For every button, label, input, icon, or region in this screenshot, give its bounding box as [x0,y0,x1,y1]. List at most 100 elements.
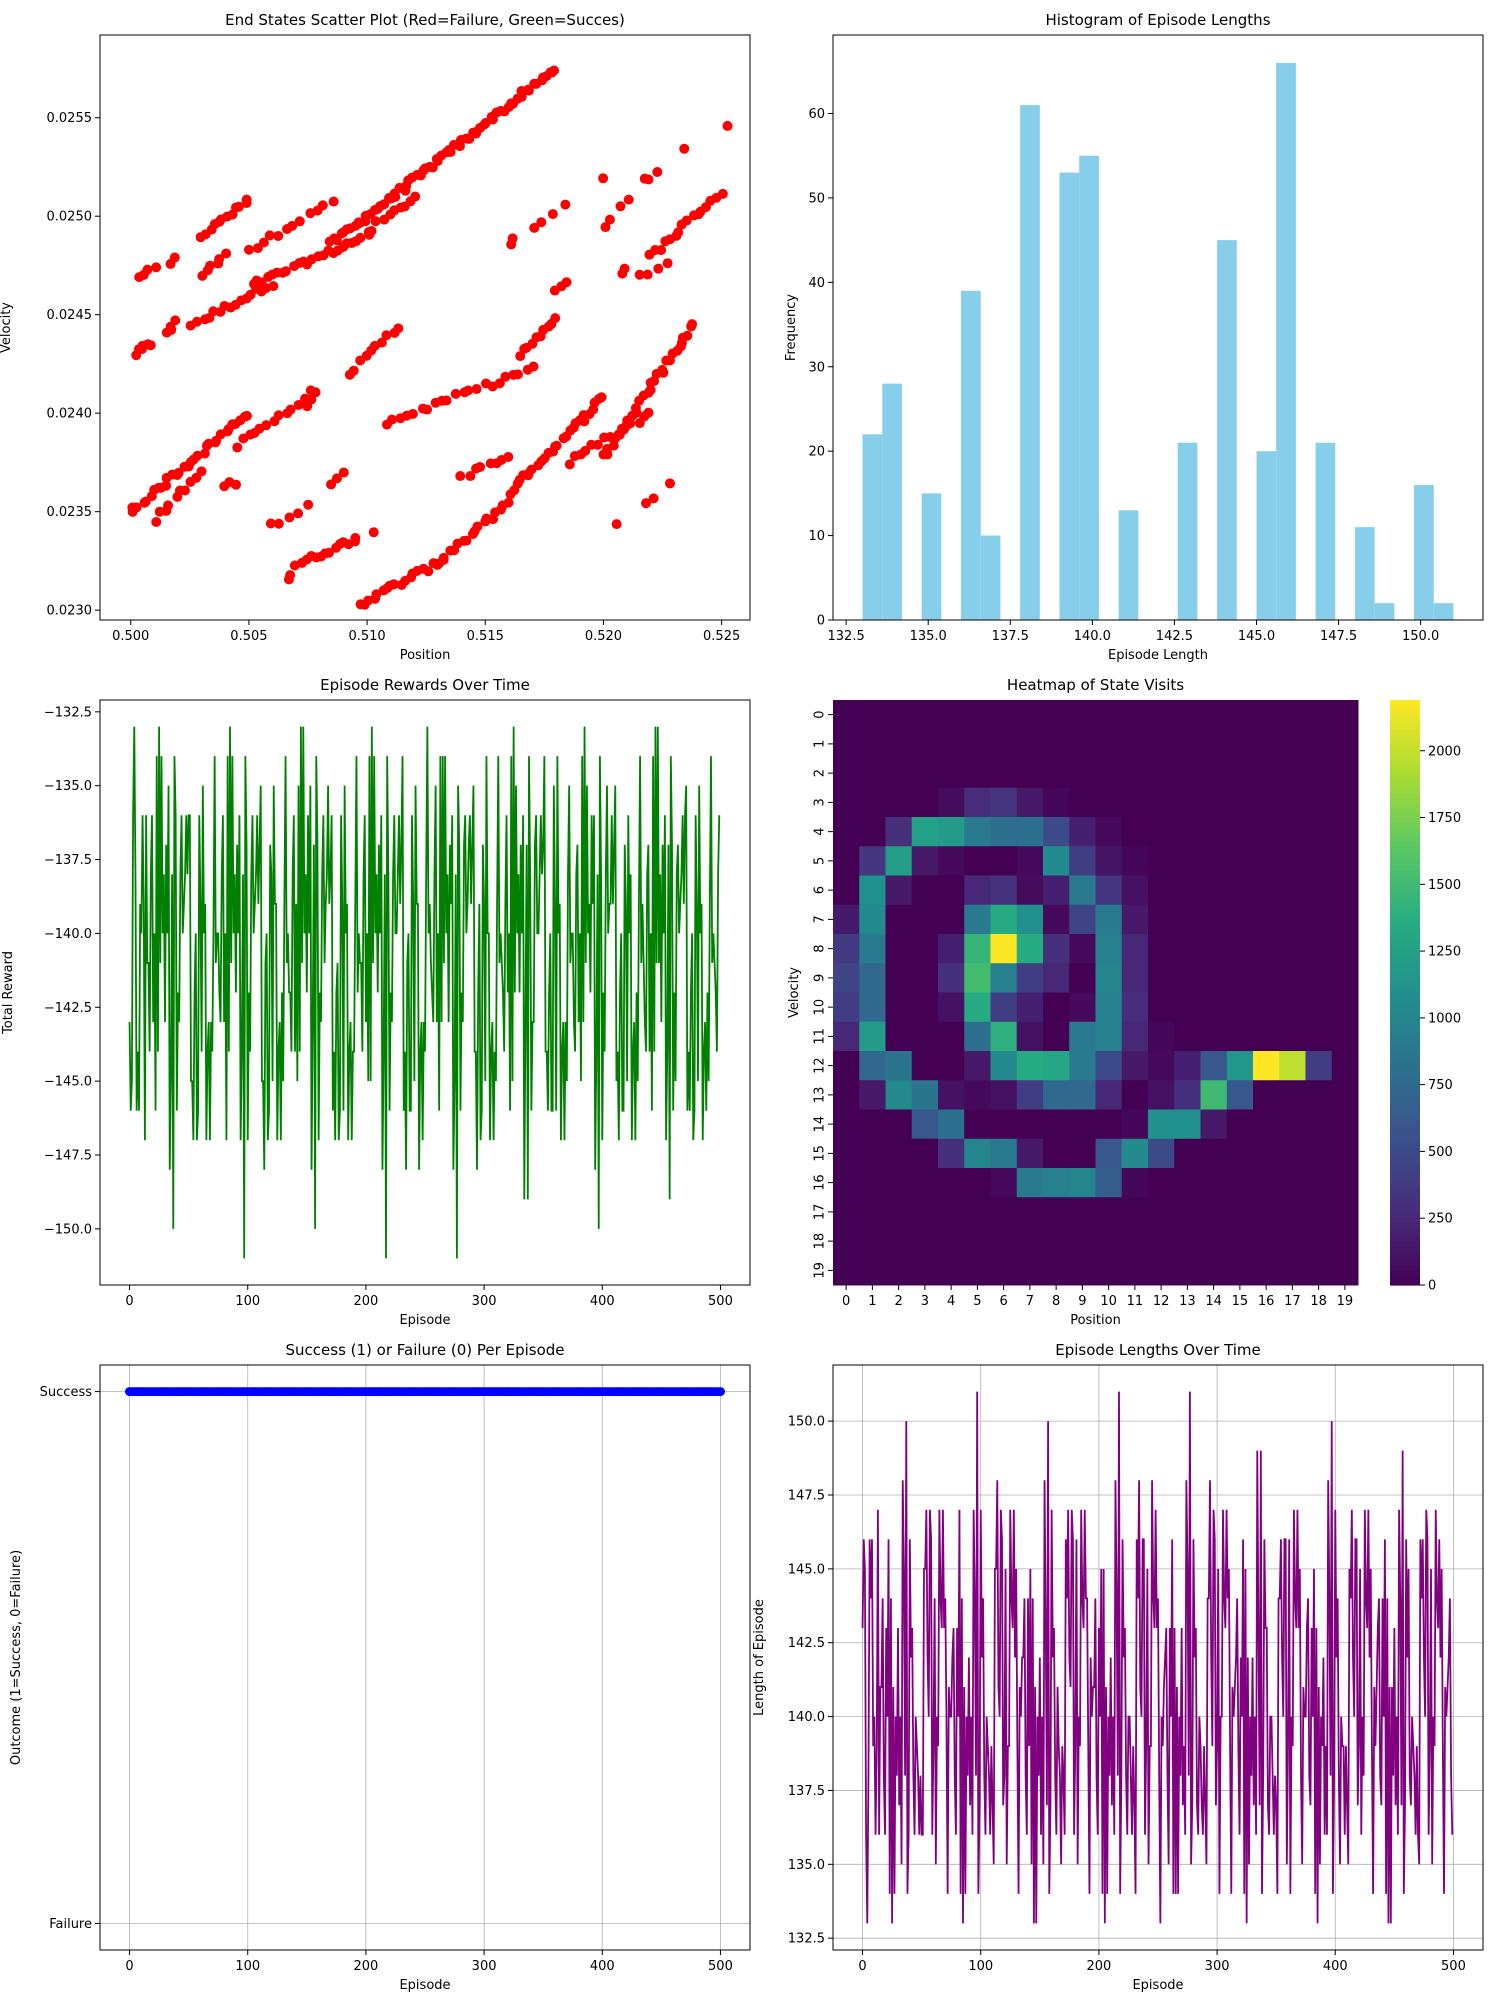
scatter-point [463,385,474,396]
heatmap-cell [1279,1080,1306,1110]
scatter-point [494,378,505,389]
heatmap-cell [1226,1021,1254,1052]
scatter-point [161,480,172,491]
heatmap-cell [1069,1168,1096,1198]
scatter-point [717,188,728,199]
heatmap-cell [1200,846,1228,876]
histogram-bar [1433,603,1454,620]
x-tick-label: 13 [1179,1294,1196,1309]
colorbar-segment [1390,982,1420,989]
heatmap-cell [990,875,1018,906]
heatmap-cell [1305,1021,1333,1052]
colorbar-segment [1390,763,1420,769]
scatter-point [634,269,645,280]
heatmap-cell [885,758,913,789]
heatmap-cell [964,1226,991,1257]
heatmap-cell [1331,846,1359,876]
scatter-point [623,194,634,205]
heatmap-cell [1226,846,1254,876]
scatter-point [673,227,684,238]
heatmap-cell [833,846,860,876]
colorbar-segment [1390,1241,1420,1247]
heatmap-cell [885,904,913,935]
scatter-point [648,493,659,504]
heatmap-cell [1279,875,1306,906]
heatmap-cell [1148,1255,1175,1286]
colorbar-segment [1390,963,1420,969]
colorbar-segment [1390,1114,1420,1120]
x-axis-label: Episode [399,1313,450,1328]
scatter-point [233,201,244,212]
heatmap-cell [1016,700,1044,730]
scatter-point [652,166,663,177]
colorbar: 0 250 500 750 1000 1250 1500 1750 2000 [1390,700,1461,1294]
scatter-point [302,401,313,412]
colorbar-segment [1390,1124,1420,1130]
y-tick-label: 140.0 [788,1710,825,1725]
heatmap-cell [833,1197,860,1227]
heatmap-cell [1279,758,1306,789]
heatmap-cell [1200,1226,1228,1257]
scatter-point [348,365,359,376]
scatter-point [551,440,562,451]
heatmap-cell [1305,1197,1333,1227]
scatter-point [682,330,693,341]
scatter-point [284,512,295,523]
heatmap-cell [1279,1051,1306,1081]
heatmap-cell [833,963,860,993]
histogram-bar [1020,105,1040,620]
colorbar-segment [1390,1133,1420,1140]
heatmap-cell [911,1226,939,1257]
heatmap-cell [1148,729,1175,759]
scatter-point [287,220,298,231]
heatmap-cell [885,1109,913,1140]
colorbar-segment [1390,953,1420,959]
heatmap-cell [1016,963,1044,993]
heatmap-cell [1095,758,1123,789]
scatter-point [273,518,284,529]
chart-title: Episode Rewards Over Time [320,676,530,694]
x-tick-label: 14 [1205,1294,1222,1309]
x-tick-label: 200 [353,1959,378,1974]
colorbar-segment [1390,1158,1420,1164]
heatmap-cell [1121,1080,1149,1110]
colorbar-segment [1390,948,1420,955]
colorbar-segment [1390,1177,1420,1184]
plot-area [100,1365,750,1950]
colorbar-segment [1390,734,1420,740]
heatmap-cell [1226,1138,1254,1169]
heatmap-cell [990,1051,1018,1081]
scatter-point [679,143,690,154]
x-tick-label: 7 [1026,1294,1034,1309]
colorbar-segment [1390,1275,1420,1281]
x-tick-label: 132.5 [828,629,865,644]
scatter-point [285,570,296,581]
heatmap-cell [1043,846,1070,876]
scatter-point [608,440,619,451]
scatter-point [191,316,202,327]
colorbar-segment [1390,1246,1420,1252]
heatmap-cell [1043,817,1070,847]
heatmap-cell [1279,1197,1306,1227]
heatmap-cell [1279,817,1306,847]
heatmap-cell [964,1021,991,1052]
heatmap-cell [1174,846,1201,876]
heatmap-cell [859,963,886,993]
heatmap-cell [1148,992,1175,1023]
scatter-point [681,215,692,226]
heatmap-cell [1200,875,1228,906]
heatmap-cell [911,1197,939,1227]
heatmap-cell [1148,904,1175,935]
x-tick-label: 200 [353,1294,378,1309]
heatmap-cell [1043,904,1070,935]
axes-frame [99,699,751,1286]
y-axis-label: Length of Episode [752,1599,767,1716]
colorbar-tick-label: 1500 [1428,878,1461,893]
heatmap-cell [1174,729,1201,759]
heatmap-cell [1174,992,1201,1023]
y-tick-label: 2 [813,769,828,777]
y-axis-label: Frequency [784,294,799,361]
heatmap-cell [1121,1168,1149,1198]
heatmap-cell [1095,1080,1123,1110]
colorbar-segment [1390,1187,1420,1193]
